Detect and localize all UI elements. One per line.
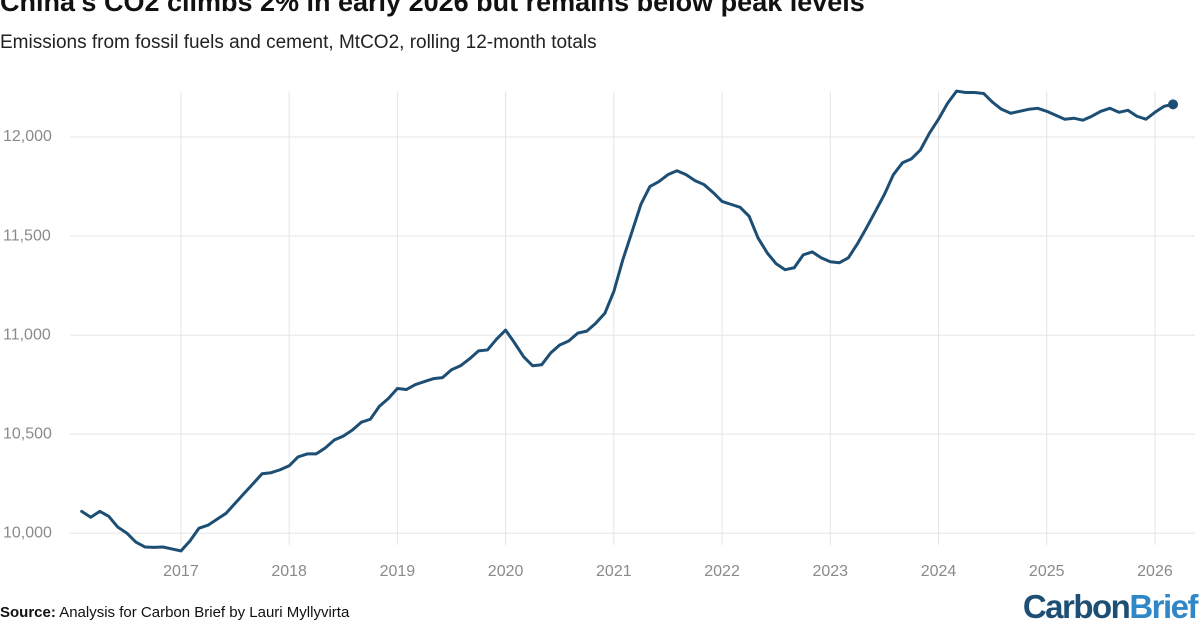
x-tick-label: 2017 <box>163 563 199 580</box>
x-tick-label: 2021 <box>596 563 632 580</box>
grid: 10,000 10,500 11,000 11,500 12,000 2017 2018 20… <box>3 91 1195 580</box>
y-tick-label: 11,000 <box>3 326 51 343</box>
logo-part: Carbon <box>1023 588 1130 625</box>
x-tick-label: 2023 <box>812 563 848 580</box>
x-tick-label: 2022 <box>704 563 740 580</box>
plot-area <box>80 89 1179 553</box>
x-tick-label: 2020 <box>488 563 524 580</box>
y-tick-label: 12,000 <box>3 128 52 145</box>
end-point <box>1168 99 1179 110</box>
y-tick-label: 11,500 <box>3 227 51 244</box>
x-tick-label: 2019 <box>380 563 416 580</box>
x-tick-label: 2026 <box>1137 563 1173 580</box>
logo-part: Brief <box>1129 588 1199 625</box>
logo: CarbonBrief <box>1023 588 1200 625</box>
x-tick-label: 2025 <box>1029 563 1065 580</box>
source: Source: Analysis for Carbon Brief by Lau… <box>0 604 350 621</box>
line <box>80 89 1175 553</box>
y-tick-label: 10,500 <box>3 425 52 442</box>
source-text: Analysis for Carbon Brief by Lauri Mylly… <box>59 604 350 621</box>
y-tick-label: 10,000 <box>3 524 52 541</box>
source-label: Source: <box>0 604 56 621</box>
x-tick-label: 2024 <box>921 563 957 580</box>
chart-title: China's CO2 climbs 2% in early 2026 but … <box>0 0 865 17</box>
chart-subtitle: Emissions from fossil fuels and cement, … <box>0 32 597 53</box>
x-tick-label: 2018 <box>271 563 307 580</box>
